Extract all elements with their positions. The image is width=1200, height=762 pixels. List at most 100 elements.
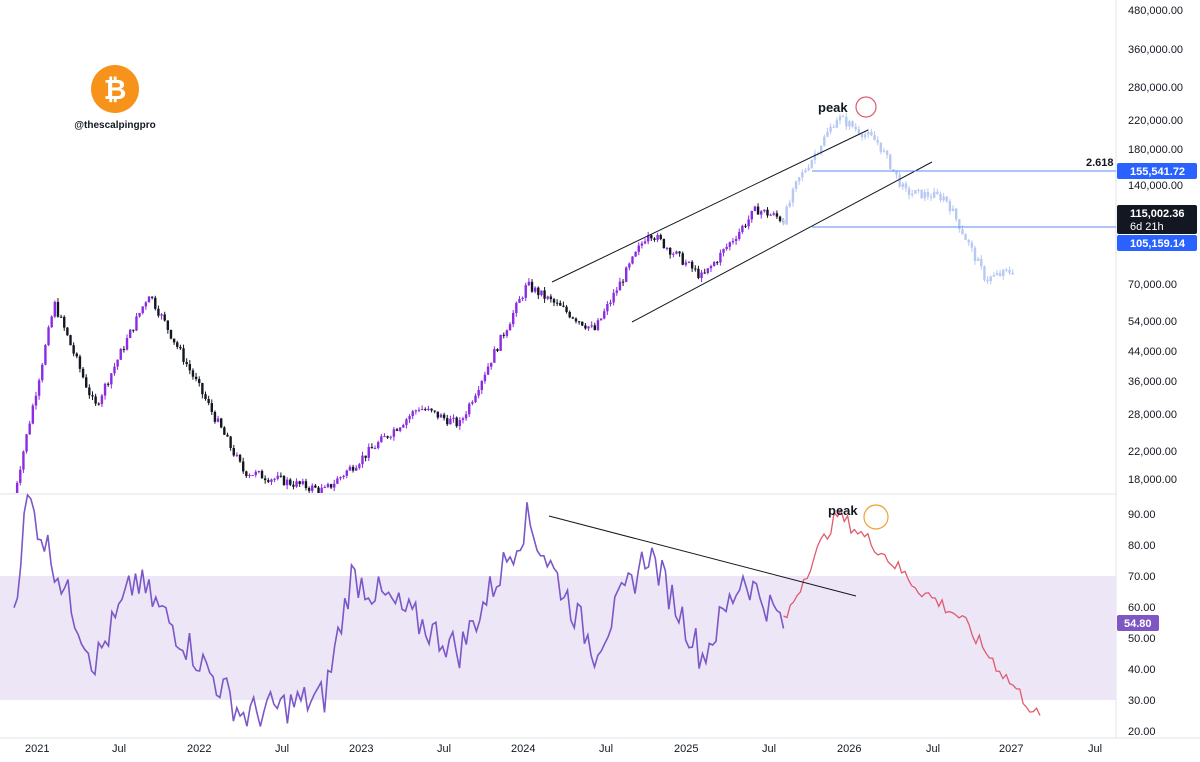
candle-body: [936, 191, 939, 194]
projected-candles: [782, 112, 1014, 285]
candle-body: [892, 169, 895, 171]
candle-body: [235, 454, 239, 456]
fib-level-label: 2.618: [1086, 157, 1114, 169]
candle-body: [901, 183, 905, 187]
candle-body: [932, 191, 936, 198]
price-tick: 220,000.00: [1128, 115, 1183, 127]
candle-body: [116, 359, 119, 367]
candle-body: [34, 395, 38, 406]
candle-body: [700, 272, 703, 278]
candle-body: [28, 423, 31, 435]
candle-body: [373, 448, 377, 450]
candle-countdown: 6d 21h: [1130, 221, 1164, 233]
candle-body: [656, 235, 659, 240]
candle-body: [436, 411, 440, 418]
candle-body: [524, 285, 527, 298]
time-label: 2023: [349, 743, 373, 755]
candle-body: [336, 478, 339, 484]
price-axis[interactable]: 480,000.00 360,000.00 280,000.00 220,000…: [1128, 5, 1183, 486]
candle-body: [826, 131, 829, 137]
candle-body: [631, 256, 634, 264]
candle-body: [697, 268, 700, 278]
candle-body: [637, 245, 640, 252]
candle-body: [690, 261, 694, 269]
candle-body: [794, 181, 798, 190]
candle-body: [188, 364, 192, 371]
candle-body: [113, 366, 116, 374]
candle-body: [756, 206, 760, 215]
candle-body: [813, 153, 817, 161]
candle-body: [832, 126, 835, 128]
price-tick: 480,000.00: [1128, 5, 1183, 17]
price-tick: 28,000.00: [1128, 409, 1177, 421]
candle-body: [964, 234, 967, 241]
candle-body: [851, 121, 854, 127]
candle-body: [609, 302, 612, 305]
candle-body: [25, 434, 28, 452]
candle-body: [801, 172, 804, 178]
candle-body: [439, 414, 443, 418]
candle-body: [251, 475, 254, 477]
candle-body: [480, 381, 483, 391]
candle-body: [665, 247, 669, 249]
candle-body: [511, 313, 515, 325]
candle-body: [420, 409, 424, 411]
candle-body: [643, 241, 647, 244]
candle-body: [920, 189, 923, 199]
candle-body: [22, 451, 25, 470]
candle-body: [446, 418, 449, 425]
candle-body: [138, 313, 141, 317]
candle-body: [154, 297, 157, 309]
candle-body: [132, 329, 135, 331]
candle-body: [257, 471, 261, 473]
rsi-current-value: 54.80: [1124, 618, 1152, 630]
candle-body: [150, 296, 154, 298]
candle-body: [895, 170, 898, 175]
candle-body: [618, 281, 622, 291]
candle-body: [687, 261, 691, 263]
candle-body: [838, 116, 842, 121]
candle-body: [772, 213, 775, 215]
price-tick: 360,000.00: [1128, 44, 1183, 56]
candle-body: [464, 414, 468, 419]
candle-body: [659, 235, 662, 240]
candle-body: [411, 411, 414, 417]
candle-body: [31, 405, 35, 424]
time-label: Jul: [275, 743, 289, 755]
candle-body: [204, 394, 207, 400]
candle-body: [769, 214, 772, 216]
candle-body: [552, 299, 556, 303]
candle-body: [1002, 269, 1005, 276]
channel-lower-line[interactable]: [631, 161, 933, 323]
time-label: 2024: [511, 743, 535, 755]
candle-body: [141, 306, 144, 314]
candle-body: [232, 447, 235, 456]
candle-body: [100, 395, 104, 405]
candle-body: [417, 409, 421, 411]
channel-upper-line[interactable]: [551, 129, 869, 283]
time-axis[interactable]: 2021 Jul 2022 Jul 2023 Jul 2024 Jul 2025…: [25, 743, 1102, 755]
rsi-trendline[interactable]: [548, 515, 857, 597]
candle-body: [194, 376, 198, 380]
candle-body: [210, 403, 213, 412]
rsi-axis[interactable]: 90.00 80.00 70.00 60.00 50.00 40.00 30.0…: [1128, 509, 1156, 738]
candle-body: [304, 481, 308, 488]
candle-body: [128, 329, 132, 339]
candle-body: [904, 183, 908, 189]
candle-body: [122, 349, 126, 351]
candle-body: [285, 479, 289, 486]
candle-body: [845, 116, 848, 127]
candle-body: [201, 383, 204, 395]
candle-body: [684, 262, 688, 265]
candle-body: [172, 338, 176, 343]
candle-body: [577, 321, 581, 323]
time-label: Jul: [112, 743, 126, 755]
candle-body: [530, 281, 534, 292]
candle-body: [716, 262, 719, 264]
candle-body: [339, 477, 342, 479]
candle-body: [245, 471, 248, 476]
candle-body: [88, 387, 91, 396]
candle-body: [709, 265, 713, 269]
candle-body: [961, 229, 964, 235]
